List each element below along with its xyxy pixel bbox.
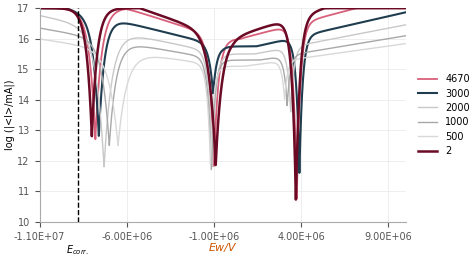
3000 [103,49,109,52]
Y-axis label: log (|<I>/mA|): log (|<I>/mA|) [4,80,15,150]
Line: 3000: 3000 [39,8,406,173]
Line: 2: 2 [39,8,406,200]
3000 [256,44,262,47]
2 [310,12,316,16]
500 [36,37,42,41]
1000 [177,51,182,54]
500 [256,63,262,66]
Line: 1000: 1000 [39,28,406,170]
Line: 4670: 4670 [39,8,406,198]
3000 [310,34,316,37]
2 [177,21,182,24]
3000 [177,34,182,37]
4670 [338,11,344,14]
3000 [297,171,302,174]
500 [310,55,316,58]
2 [103,15,109,18]
500 [275,63,281,67]
500 [208,162,213,165]
1000 [209,168,214,171]
1000 [103,105,109,108]
2000 [177,43,182,47]
2 [403,6,409,10]
Line: 500: 500 [39,39,406,164]
4670 [256,32,262,35]
4670 [103,29,109,32]
2000 [103,134,109,137]
3000 [36,6,42,10]
500 [338,51,344,54]
1000 [36,27,42,30]
4670 [294,197,300,200]
1000 [256,58,262,62]
Line: 2000: 2000 [39,16,406,167]
1000 [310,50,316,53]
2000 [36,14,42,17]
1000 [275,57,281,61]
2 [256,27,262,30]
1000 [403,34,409,37]
2 [293,198,299,201]
2000 [310,41,316,44]
X-axis label: Ew/V: Ew/V [209,243,237,253]
2 [338,6,344,10]
3000 [338,25,344,29]
2000 [101,165,107,168]
2000 [403,23,409,26]
2 [275,23,281,26]
4670 [275,28,281,31]
Legend: 4670, 3000, 2000, 1000, 500, 2: 4670, 3000, 2000, 1000, 500, 2 [418,74,470,156]
4670 [177,24,182,27]
4670 [36,6,42,10]
2000 [256,51,262,55]
4670 [310,20,316,23]
2000 [275,49,281,52]
3000 [403,11,409,14]
1000 [338,45,344,48]
2000 [338,36,344,39]
500 [103,72,109,75]
3000 [275,40,281,43]
500 [177,58,182,61]
2 [36,6,42,10]
500 [403,42,409,45]
4670 [403,6,409,10]
Text: $E_{corr.}$: $E_{corr.}$ [66,243,90,257]
